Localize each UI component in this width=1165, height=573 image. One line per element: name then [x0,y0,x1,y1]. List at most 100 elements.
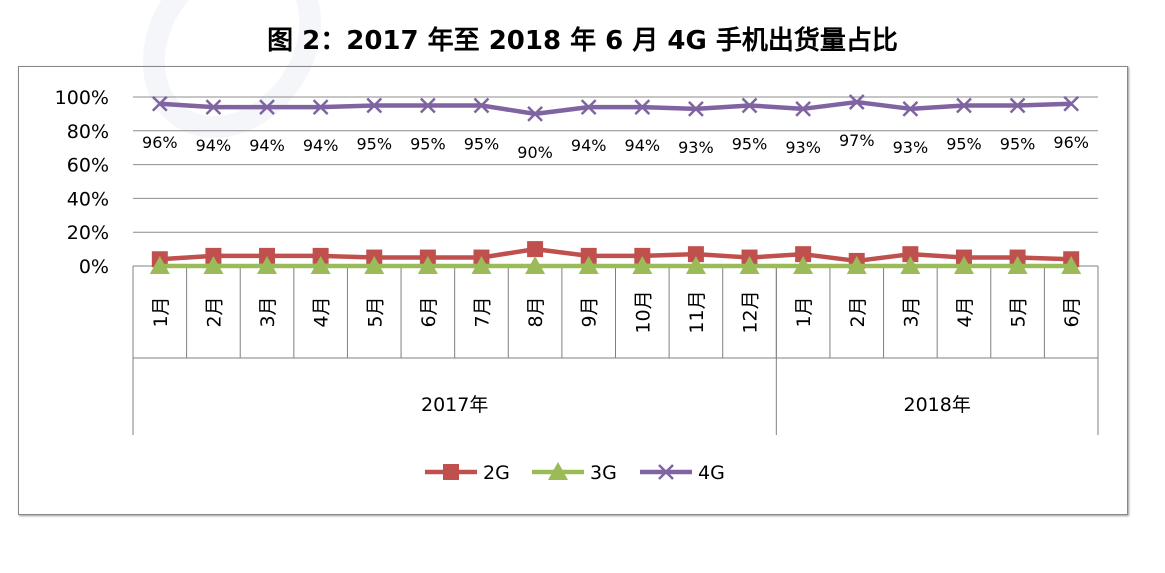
point-3g [793,256,814,274]
x-tick-label: 7月 [471,296,493,327]
point-2g [634,247,651,264]
point-2g [205,247,222,264]
x-tick-label: 5月 [364,296,386,327]
y-tick-label: 40% [67,188,109,210]
point-3g [364,256,385,274]
data-label-4g: 96% [1053,133,1089,152]
point-4g [366,97,383,114]
x-tick-label: 3月 [900,296,922,327]
x-tick-label: 6月 [418,296,440,327]
x-tick-label: 2月 [203,296,225,327]
point-3g [310,256,331,274]
data-label-4g: 95% [410,134,446,153]
point-2g [312,247,329,264]
point-4g [527,106,543,122]
data-label-4g: 96% [142,133,178,152]
x-tick-label: 10月 [632,290,654,333]
point-2g [580,247,597,264]
y-tick-label: 0% [79,256,109,278]
point-4g [205,99,222,116]
point-3g [1007,256,1028,274]
point-3g [846,256,867,274]
point-2g [902,246,919,263]
data-label-4g: 95% [946,134,982,153]
point-3g [953,256,974,274]
point-3g [900,256,921,274]
data-label-4g: 94% [249,136,285,155]
point-2g [687,246,704,263]
x-tick-label: 6月 [1061,296,1083,327]
point-4g [580,99,597,116]
point-3g [149,256,170,274]
data-label-4g: 93% [678,138,714,157]
y-tick-label: 60% [67,155,109,177]
data-label-4g: 94% [571,136,607,155]
point-4g [259,99,275,116]
point-4g [956,97,972,114]
legend-marker [548,462,568,480]
x-tick-label: 2月 [847,296,869,327]
data-label-4g: 94% [625,136,661,155]
y-tick-label: 80% [67,121,109,143]
point-4g [151,95,168,112]
point-4g [473,97,490,114]
group-label: 2017年 [421,394,488,416]
x-tick-label: 11月 [686,290,708,333]
point-4g [795,100,812,117]
point-4g [312,99,329,116]
point-3g [203,256,224,274]
point-4g [1009,97,1026,114]
point-4g [688,100,704,117]
point-3g [1061,256,1082,274]
data-label-4g: 93% [785,138,821,157]
legend-label: 3G [590,462,617,484]
data-label-4g: 95% [464,134,500,153]
point-4g [848,94,865,110]
data-label-4g: 93% [893,138,929,157]
point-4g [419,97,436,114]
point-4g [741,97,758,114]
y-tick-label: 20% [67,222,109,244]
point-3g [632,256,653,274]
x-tick-label: 9月 [579,296,601,327]
legend-marker [443,464,459,480]
point-3g [739,256,760,274]
series-line-4g [159,99,1072,117]
x-tick-label: 4月 [954,296,976,327]
point-2g [527,241,544,258]
x-tick-label: 3月 [257,296,279,327]
point-3g [578,256,599,274]
data-label-4g: 90% [517,143,553,162]
point-4g [634,99,651,116]
x-tick-label: 12月 [740,290,762,333]
data-label-4g: 94% [303,136,339,155]
y-tick-label: 100% [55,87,109,109]
point-3g [685,256,706,274]
x-tick-label: 4月 [311,296,333,327]
data-label-4g: 94% [196,136,232,155]
point-4g [902,100,919,117]
point-2g [795,246,812,263]
x-tick-label: 5月 [1008,296,1030,327]
x-tick-label: 1月 [150,296,172,327]
chart-title: 图 2：2017 年至 2018 年 6 月 4G 手机出货量占比 [267,26,898,56]
point-3g [525,256,546,274]
point-4g [1063,95,1080,112]
legend-marker [658,464,674,480]
legend-label: 4G [698,462,725,484]
data-label-4g: 97% [839,131,875,150]
point-3g [417,256,438,274]
point-2g [259,247,276,264]
chart-frame [18,66,1128,515]
series-line-2g [159,246,1072,264]
data-label-4g: 95% [356,134,392,153]
group-label: 2018年 [903,394,970,416]
data-label-4g: 95% [1000,134,1036,153]
legend-label: 2G [483,462,510,484]
x-tick-label: 8月 [525,296,547,327]
x-tick-label: 1月 [793,296,815,327]
point-3g [257,256,278,274]
data-label-4g: 95% [732,134,768,153]
point-3g [471,256,492,274]
